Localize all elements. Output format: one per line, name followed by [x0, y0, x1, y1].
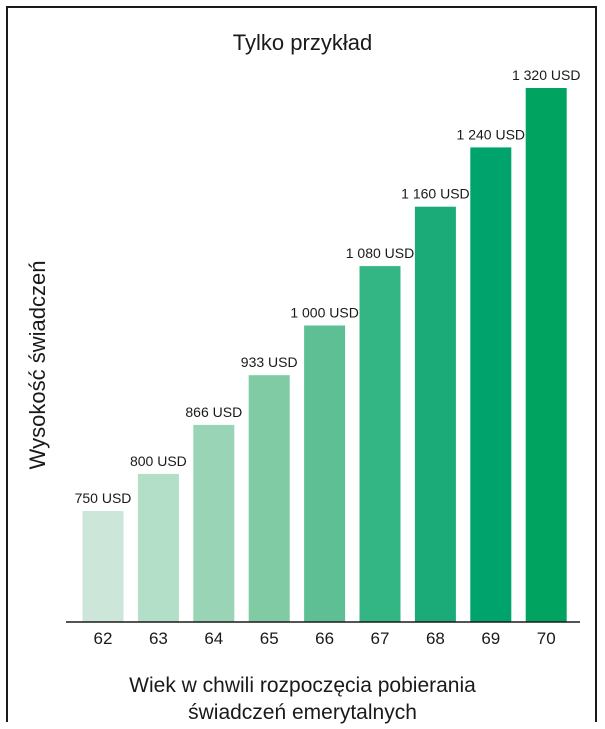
x-tick-label-62: 62 [94, 629, 113, 648]
bar-65 [248, 375, 290, 622]
x-tick-label-65: 65 [260, 629, 279, 648]
bar-70 [525, 88, 567, 622]
data-label-62: 750 USD [75, 490, 132, 506]
bar-64 [193, 424, 235, 622]
x-axis-label: Wiek w chwili rozpoczęcia pobierania świ… [0, 672, 605, 726]
data-label-66: 1 000 USD [290, 305, 358, 321]
x-tick-label-63: 63 [149, 629, 168, 648]
x-tick-label-67: 67 [371, 629, 390, 648]
bar-67 [359, 266, 401, 622]
x-tick-label-69: 69 [481, 629, 500, 648]
data-label-63: 800 USD [130, 453, 187, 469]
data-label-65: 933 USD [241, 354, 298, 370]
bar-63 [137, 473, 179, 622]
data-label-67: 1 080 USD [346, 245, 414, 261]
bar-69 [470, 147, 512, 622]
data-label-68: 1 160 USD [401, 186, 469, 202]
x-tick-label-64: 64 [204, 629, 223, 648]
x-axis-label-line-2: świadczeń emerytalnych [188, 701, 417, 724]
data-label-69: 1 240 USD [457, 126, 525, 142]
data-label-70: 1 320 USD [512, 67, 580, 83]
x-tick-label-70: 70 [537, 629, 556, 648]
bar-66 [304, 325, 346, 622]
bar-62 [82, 511, 124, 622]
x-tick-label-68: 68 [426, 629, 445, 648]
bar-68 [414, 206, 456, 622]
data-label-64: 866 USD [185, 404, 242, 420]
x-axis-label-line-1: Wiek w chwili rozpoczęcia pobierania [129, 674, 476, 697]
x-tick-label-66: 66 [315, 629, 334, 648]
chart-title: Tylko przykład [232, 30, 373, 55]
chart-frame [6, 6, 597, 722]
